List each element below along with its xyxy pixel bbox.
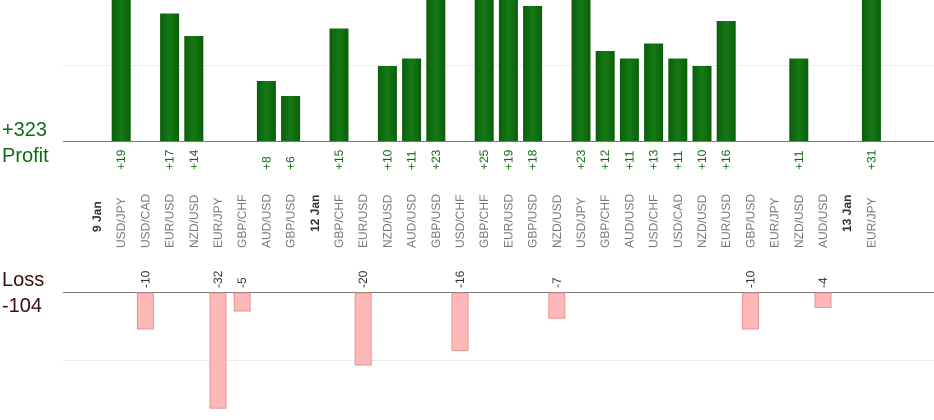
profit-value-label: +15: [332, 149, 346, 170]
loss-bar: [451, 292, 469, 352]
profit-value-label: +16: [719, 149, 733, 170]
pair-label: GBP/USD: [743, 194, 757, 248]
profit-bar: [523, 6, 543, 141]
profit-value-label: +14: [187, 149, 201, 170]
profit-bar: [692, 66, 712, 141]
loss-bar: [548, 292, 566, 319]
loss-total: -104: [2, 295, 43, 317]
pair-label: AUD/USD: [259, 194, 273, 248]
profit-value-label: +11: [622, 150, 636, 170]
loss-bar: [209, 292, 227, 409]
profit-value-label: +25: [477, 149, 491, 170]
profit-value-label: +11: [792, 150, 806, 170]
pair-label: EUR/JPY: [768, 197, 782, 248]
loss-label: Loss: [2, 269, 45, 291]
pair-label: GBP/CHF: [235, 195, 249, 248]
pair-label: USD/CHF: [453, 195, 467, 248]
profit-value-label: +10: [695, 149, 709, 170]
loss-bar: [741, 292, 759, 330]
loss-value-label: -5: [235, 277, 249, 288]
pair-label: USD/CHF: [647, 195, 661, 248]
profit-bar: [619, 58, 639, 141]
pair-label: NZD/USD: [695, 194, 709, 248]
loss-value-label: -10: [743, 270, 757, 288]
pair-label: AUD/USD: [405, 194, 419, 248]
loss-value-label: -7: [550, 277, 564, 288]
profit-bar: [474, 0, 494, 141]
pair-label: USD/CAD: [671, 194, 685, 248]
profit-value-label: +23: [574, 149, 588, 170]
profit-bar: [256, 81, 276, 141]
profit-bar: [402, 58, 422, 141]
profit-label: Profit: [2, 145, 49, 167]
pair-label: GBP/USD: [526, 194, 540, 248]
profit-bar: [281, 96, 301, 141]
profit-value-label: +17: [163, 149, 177, 170]
profit-value-label: +10: [380, 149, 394, 170]
profit-value-label: +12: [598, 149, 612, 170]
profit-value-label: +11: [405, 150, 419, 170]
pair-label: NZD/USD: [550, 194, 564, 248]
pair-label: EUR/USD: [501, 194, 515, 248]
pair-label: USD/CAD: [138, 194, 152, 248]
profit-value-label: +18: [526, 149, 540, 170]
profit-bar: [426, 0, 446, 141]
loss-value-label: -16: [453, 270, 467, 288]
loss-bar: [354, 292, 372, 366]
loss-value-label: -32: [211, 270, 225, 288]
profit-value-label: +13: [647, 149, 661, 170]
pair-label: EUR/JPY: [864, 197, 878, 248]
profit-bar: [571, 0, 591, 141]
pair-label: GBP/CHF: [477, 195, 491, 248]
loss-value-label: -4: [816, 277, 830, 288]
profit-bar: [377, 66, 397, 141]
profit-value-label: +19: [114, 149, 128, 170]
profit-total: +323: [2, 119, 48, 141]
pair-label: GBP/CHF: [332, 195, 346, 248]
pair-label: EUR/JPY: [211, 197, 225, 248]
profit-value-label: +19: [501, 149, 515, 170]
loss-bar: [814, 292, 832, 308]
day-label: 13 Jan: [840, 195, 854, 232]
pair-label: AUD/USD: [816, 194, 830, 248]
profit-bar: [111, 0, 131, 141]
profit-value-label: +6: [284, 156, 298, 170]
loss-bar: [233, 292, 251, 312]
pair-label: USD/JPY: [114, 197, 128, 248]
pair-label: EUR/USD: [356, 194, 370, 248]
pair-label: GBP/USD: [284, 194, 298, 248]
profit-bar: [595, 51, 615, 141]
profit-value-label: +8: [259, 156, 273, 170]
profit-bar: [668, 58, 688, 141]
profit-bar: [184, 36, 204, 141]
pair-label: GBP/USD: [429, 194, 443, 248]
loss-value-label: -10: [138, 270, 152, 288]
profit-bar: [498, 0, 518, 141]
loss-bar: [136, 292, 154, 330]
profit-bar: [716, 21, 736, 141]
day-label: 12 Jan: [308, 195, 322, 232]
pair-label: GBP/CHF: [598, 195, 612, 248]
pair-label: NZD/USD: [187, 194, 201, 248]
profit-value-label: +11: [671, 150, 685, 170]
pair-label: NZD/USD: [380, 194, 394, 248]
pair-label: USD/JPY: [574, 197, 588, 248]
profit-value-label: +31: [864, 149, 878, 170]
profit-value-label: +23: [429, 149, 443, 170]
profit-bar: [329, 28, 349, 141]
pair-label: EUR/USD: [163, 194, 177, 248]
day-label: 9 Jan: [90, 201, 104, 232]
profit-bar: [644, 43, 664, 141]
loss-value-label: -20: [356, 270, 370, 288]
pair-label: AUD/USD: [622, 194, 636, 248]
pair-label: NZD/USD: [792, 194, 806, 248]
profit-bar: [160, 13, 180, 141]
profit-bar: [789, 58, 809, 141]
pair-label: EUR/USD: [719, 194, 733, 248]
profit-bar: [861, 0, 881, 141]
